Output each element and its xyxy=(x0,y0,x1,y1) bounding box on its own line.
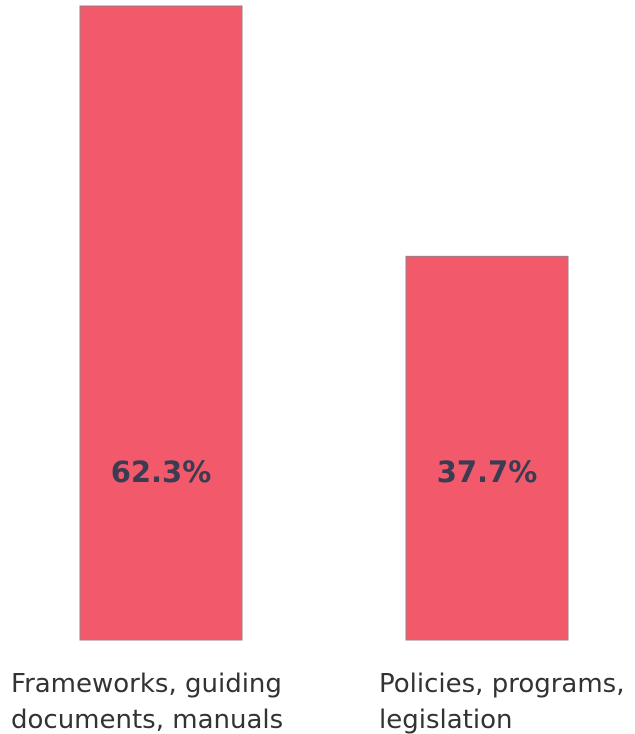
value-label-2: 37.7% xyxy=(437,455,538,489)
category-label-1-line-1: Frameworks, guiding xyxy=(11,669,282,699)
category-label-2-line-1: Policies, programs, xyxy=(379,669,625,699)
category-label-1-line-2: documents, manuals xyxy=(11,705,283,734)
category-label-2-line-2: legislation xyxy=(379,705,512,734)
bar-1 xyxy=(79,5,243,641)
value-label-1: 62.3% xyxy=(111,455,212,489)
bar-2 xyxy=(405,255,569,641)
